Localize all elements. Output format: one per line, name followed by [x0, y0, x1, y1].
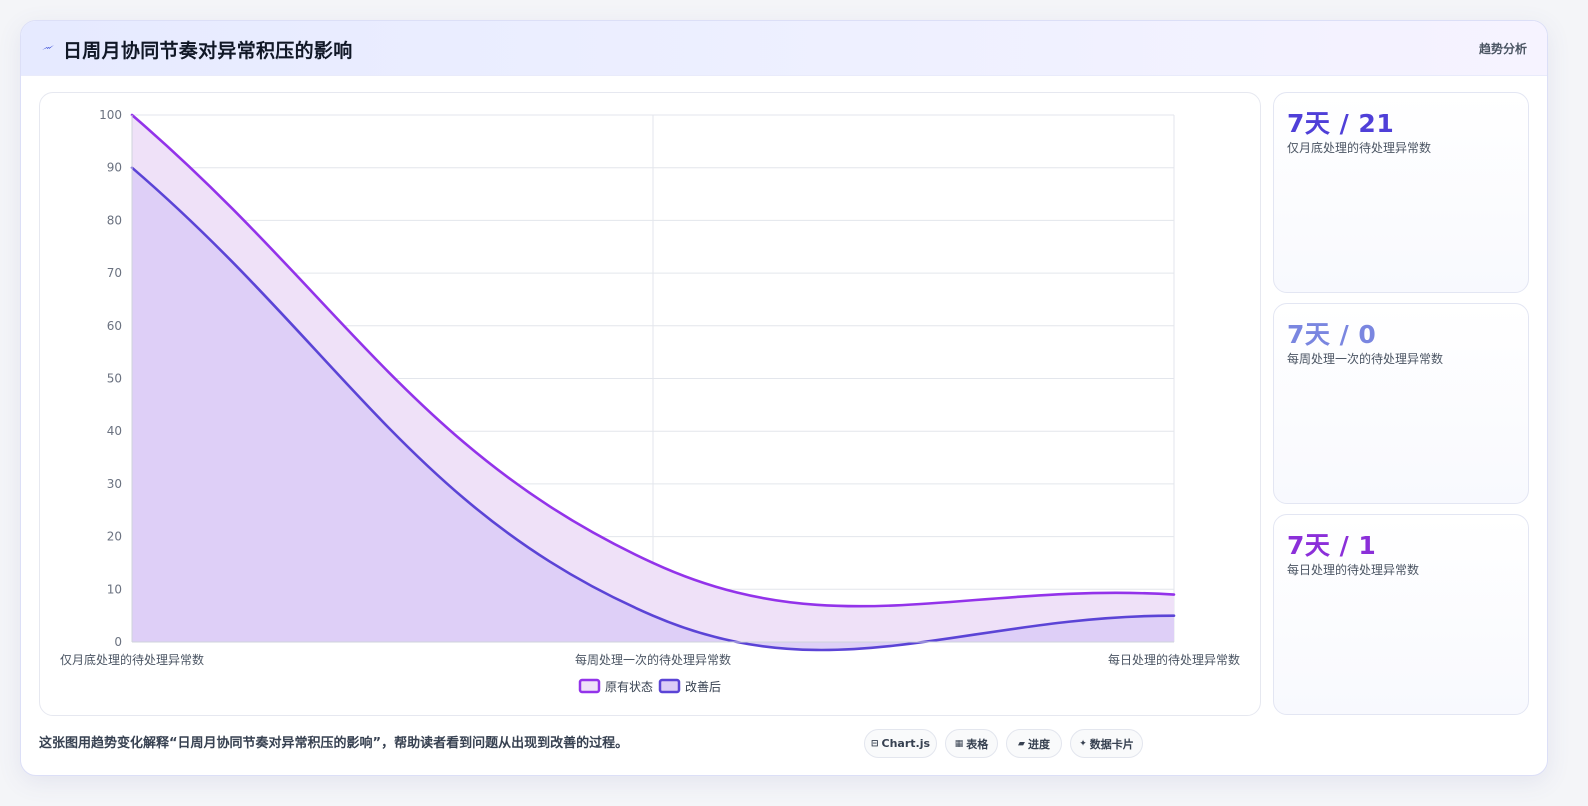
sparkle-icon: ✦	[1079, 738, 1087, 749]
bolt-icon	[42, 45, 54, 50]
legend-label: 改善后	[685, 679, 721, 694]
legend-label: 原有状态	[605, 680, 653, 694]
pill-progress[interactable]: ▰ 进度	[1006, 729, 1062, 758]
y-tick-label: 40	[107, 424, 122, 438]
pill-label: Chart.js	[881, 737, 931, 750]
table-icon: ▦	[954, 738, 964, 749]
series-original-line	[130, 113, 1176, 608]
legend-swatch	[578, 678, 601, 694]
stat-card-weekly: 7天 / 0 每周处理一次的待处理异常数	[1273, 303, 1529, 504]
stat-value: 7天 / 0	[1287, 320, 1377, 349]
series-improved-area	[132, 167, 1174, 650]
progress-icon: ▰	[1018, 738, 1025, 749]
y-tick-label: 100	[99, 108, 122, 122]
x-tick-label: 每周处理一次的待处理异常数	[575, 652, 731, 667]
main-card: 日周月协同节奏对异常积压的影响 趋势分析 0 10 20 30 40 50 60 70 80 90…	[20, 20, 1548, 776]
pill-chartjs[interactable]: ⊟ Chart.js	[864, 729, 937, 758]
y-tick-label: 20	[107, 530, 122, 544]
pill-table[interactable]: ▦ 表格	[945, 729, 998, 758]
stat-value: 7天 / 1	[1287, 531, 1377, 560]
stat-card-daily: 7天 / 1 每日处理的待处理异常数	[1273, 514, 1529, 715]
y-tick-label: 90	[107, 161, 122, 175]
stat-label: 每周处理一次的待处理异常数	[1287, 352, 1444, 366]
stat-label: 仅月底处理的待处理异常数	[1287, 141, 1432, 155]
y-tick-label: 10	[107, 582, 122, 596]
pill-data-cards[interactable]: ✦ 数据卡片	[1070, 729, 1143, 758]
chart-icon: ⊟	[870, 738, 879, 749]
chart-panel: 0 10 20 30 40 50 60 70 80 90 100 仅月底处理的待处理异常数 每周处理一次…	[39, 92, 1261, 716]
stat-value: 7天 / 21	[1287, 109, 1395, 138]
header-bar: 日周月协同节奏对异常积压的影响 趋势分析	[21, 21, 1547, 76]
y-tick-label: 0	[114, 635, 122, 649]
legend: 原有状态 改善后	[578, 678, 721, 694]
chart-description: 这张图用趋势变化解释“日周月协同节奏对异常积压的影响”，帮助读者看到问题从出现到…	[39, 736, 629, 751]
pill-label: 表格	[966, 737, 989, 751]
x-tick-label: 每日处理的待处理异常数	[1108, 652, 1240, 667]
page-title: 日周月协同节奏对异常积压的影响	[63, 40, 353, 62]
legend-swatch	[658, 678, 681, 694]
area-chart: 0 10 20 30 40 50 60 70 80 90 100 仅月底处理的待处理异常数 每周处理一次…	[60, 108, 1240, 694]
y-tick-label: 60	[107, 319, 122, 333]
series-improved-line	[130, 166, 1176, 652]
y-tick-label: 50	[107, 372, 122, 386]
pill-label: 数据卡片	[1089, 737, 1134, 751]
stat-label: 每日处理的待处理异常数	[1287, 563, 1420, 577]
stat-card-monthly: 7天 / 21 仅月底处理的待处理异常数	[1273, 92, 1529, 293]
y-tick-label: 70	[107, 266, 122, 280]
pill-label: 进度	[1027, 737, 1050, 751]
y-tick-label: 30	[107, 477, 122, 491]
trend-analysis-tag[interactable]: 趋势分析	[1478, 42, 1527, 56]
x-tick-label: 仅月底处理的待处理异常数	[60, 652, 204, 667]
y-tick-label: 80	[107, 213, 122, 227]
